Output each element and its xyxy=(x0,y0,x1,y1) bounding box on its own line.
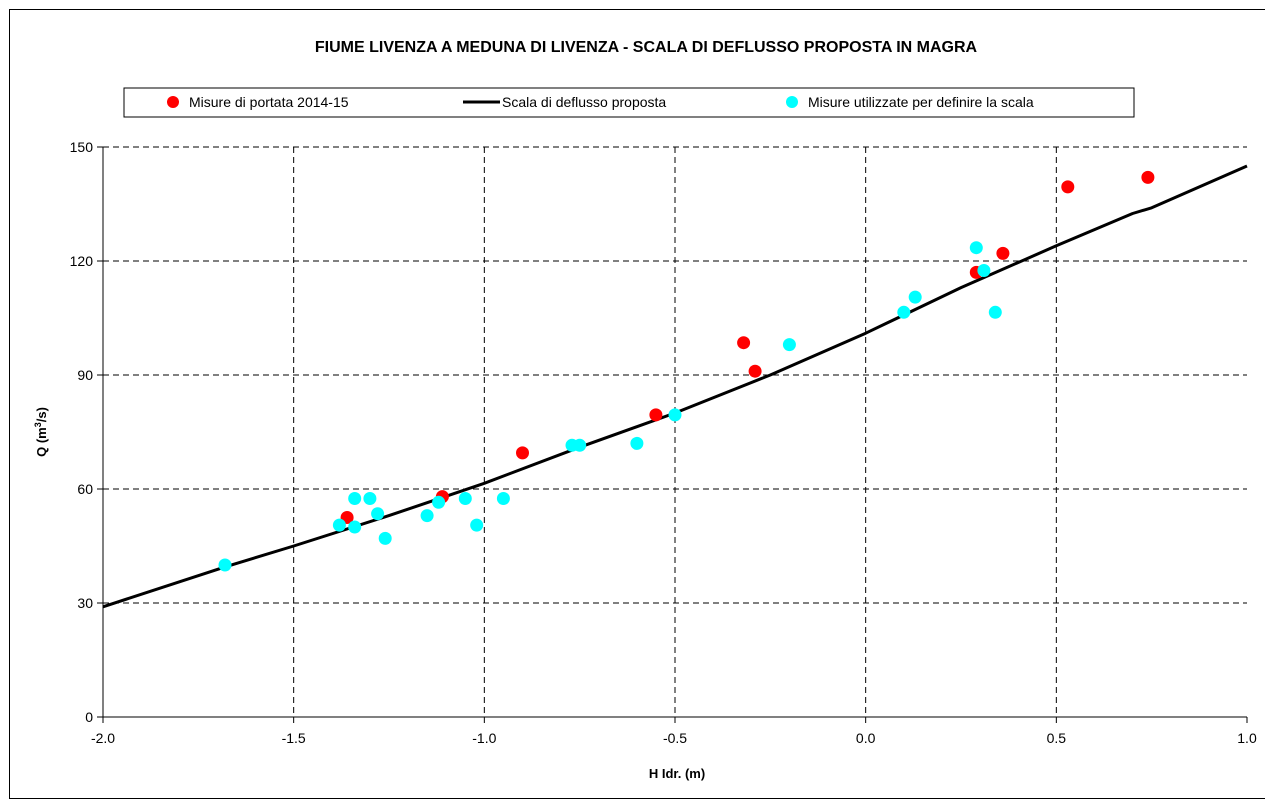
x-tick-label: -1.5 xyxy=(282,730,306,746)
legend-box xyxy=(123,87,1135,118)
legend-marker-misure-portata xyxy=(167,96,179,108)
measurement-point-2014-15 xyxy=(748,364,762,378)
measurement-point-2014-15 xyxy=(649,408,663,422)
x-tick-label: -1.0 xyxy=(472,730,496,746)
calibration-point xyxy=(470,518,484,532)
legend-marker-misure-utilizzate xyxy=(786,96,798,108)
legend-label-misure-portata: Misure di portata 2014-15 xyxy=(189,94,349,110)
y-axis-label-suffix: /s) xyxy=(34,407,49,422)
x-tick-label: -0.5 xyxy=(663,730,687,746)
calibration-point xyxy=(432,495,446,509)
chart-frame: FIUME LIVENZA A MEDUNA DI LIVENZA - SCAL… xyxy=(9,9,1265,799)
rating-curve-line xyxy=(102,164,1248,609)
calibration-point xyxy=(458,492,472,505)
y-tick-label: 90 xyxy=(77,367,93,383)
y-axis-label: Q (m3/s) xyxy=(33,407,49,457)
calibration-point xyxy=(977,264,991,277)
measurement-point-2014-15 xyxy=(996,246,1010,260)
calibration-point xyxy=(332,518,346,532)
measurement-point-2014-15 xyxy=(1061,180,1075,194)
calibration-point xyxy=(897,305,911,319)
calibration-point xyxy=(496,492,510,505)
calibration-point xyxy=(218,558,232,572)
calibration-point xyxy=(378,531,392,545)
grid-layer xyxy=(103,146,1247,717)
measurement-point-2014-15 xyxy=(737,336,751,350)
y-tick-label: 120 xyxy=(70,253,94,269)
calibration-point xyxy=(668,408,682,422)
calibration-point xyxy=(908,290,922,304)
y-tick-label: 30 xyxy=(77,595,93,611)
legend-label-misure-utilizzate: Misure utilizzate per definire la scala xyxy=(808,94,1034,110)
x-axis-label: H Idr. (m) xyxy=(649,766,705,781)
calibration-point xyxy=(348,492,362,505)
calibration-point xyxy=(420,509,434,523)
y-axis-label-sup: 3 xyxy=(33,422,43,427)
x-tick-label: 0.0 xyxy=(856,730,876,746)
y-tick-label: 150 xyxy=(70,139,94,155)
calibration-point xyxy=(630,436,644,450)
y-tick-label: 60 xyxy=(77,481,93,497)
tick-labels: -2.0 -1.5 -1.0 -0.5 0.0 0.5 1.0 0 30 60 90 120 150 xyxy=(70,139,1257,746)
calibration-point xyxy=(348,520,362,534)
y-tick-label: 0 xyxy=(85,709,93,725)
x-tick-label: 1.0 xyxy=(1237,730,1257,746)
measurement-point-2014-15 xyxy=(1141,170,1155,184)
rating-curve-layer xyxy=(102,164,1248,609)
points-layer xyxy=(218,170,1155,572)
axes-layer xyxy=(97,146,1248,723)
calibration-point xyxy=(573,438,587,452)
y-axis-label-prefix: Q (m xyxy=(34,427,49,457)
x-tick-label: 0.5 xyxy=(1047,730,1067,746)
calibration-point xyxy=(371,507,385,521)
calibration-point xyxy=(969,241,983,255)
calibration-point xyxy=(988,305,1002,319)
chart-title: FIUME LIVENZA A MEDUNA DI LIVENZA - SCAL… xyxy=(315,39,978,56)
calibration-point xyxy=(363,492,377,505)
legend-label-scala: Scala di deflusso proposta xyxy=(502,94,666,110)
x-tick-label: -2.0 xyxy=(91,730,115,746)
measurement-point-2014-15 xyxy=(516,446,529,460)
legend: Misure di portata 2014-15 Scala di deflu… xyxy=(123,87,1135,118)
calibration-point xyxy=(782,338,796,352)
chart-svg: FIUME LIVENZA A MEDUNA DI LIVENZA - SCAL… xyxy=(33,39,1257,781)
